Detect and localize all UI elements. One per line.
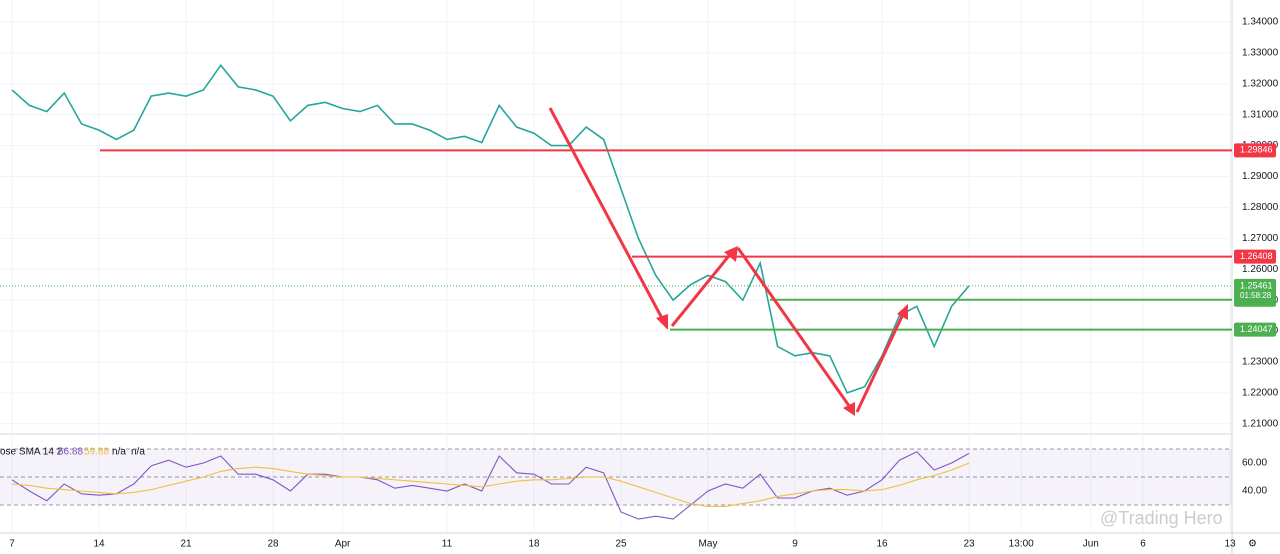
y-tick-label: 1.33000 (1242, 47, 1279, 58)
plot: 1.210001.220001.230001.240001.250001.260… (0, 17, 1279, 550)
y-tick-label: 60.00 (1242, 458, 1267, 469)
rsi-legend: ose SMA 14 2 (0, 447, 63, 458)
current-price-tag (1234, 278, 1276, 303)
x-tick-label: 6 (1140, 539, 1146, 550)
price-tag (1234, 249, 1276, 264)
y-tick-label: 1.32000 (1242, 78, 1279, 89)
current-price-label: 1.25461 (1240, 280, 1273, 290)
rsi-legend: n/a (131, 447, 145, 458)
y-tick-label: 1.29000 (1242, 171, 1279, 182)
y-tick-label: 40.00 (1242, 486, 1267, 497)
y-tick-label: 1.26000 (1242, 264, 1279, 275)
price-tag-label: 1.29846 (1240, 145, 1273, 155)
price-tag-label: 1.24047 (1240, 324, 1273, 334)
price-tag (1234, 143, 1276, 158)
x-tick-label: Jun (1083, 539, 1099, 550)
grid (0, 0, 1232, 533)
y-tick-label: 1.22000 (1242, 388, 1279, 399)
rsi-legend: n/a (112, 447, 126, 458)
rsi-legend: 66.88 (58, 447, 83, 458)
x-tick-label: 25 (615, 539, 627, 550)
x-tick-label: 7 (9, 539, 15, 550)
price-tag (1234, 322, 1276, 337)
y-tick-label: 1.28000 (1242, 202, 1279, 213)
x-tick-label: 16 (876, 539, 888, 550)
x-tick-label: 11 (442, 539, 453, 550)
countdown-label: 01:58:28 (1240, 291, 1272, 300)
arrows (548, 107, 908, 416)
x-tick-label: Apr (335, 539, 351, 550)
y-tick-label: 1.21000 (1242, 418, 1279, 429)
settings-icon[interactable]: ⚙ (1248, 539, 1257, 550)
rsi-line (11, 462, 970, 507)
y-tick-label: 1.27000 (1242, 233, 1279, 244)
watermark: @Trading Hero (1100, 508, 1223, 528)
x-tick-label: 21 (180, 539, 192, 550)
rsi-legend: 59.88 (84, 447, 109, 458)
price-tag-label: 1.26408 (1240, 251, 1273, 261)
x-tick-label: 13:00 (1009, 539, 1034, 550)
x-tick-label: 28 (267, 539, 279, 550)
y-tick-label: 1.23000 (1242, 357, 1279, 368)
x-tick-label: 13 (1224, 539, 1236, 550)
x-tick-label: 23 (963, 539, 975, 550)
y-tick-label: 1.34000 (1242, 17, 1279, 28)
price-tags: 1.298461.264081.250111.240471.2546101:58… (1234, 143, 1276, 337)
x-tick-label: 14 (93, 539, 105, 550)
x-tick-label: 9 (792, 539, 798, 550)
rsi-line (11, 451, 970, 520)
x-tick-label: May (699, 539, 718, 550)
x-tick-label: 18 (528, 539, 540, 550)
y-tick-label: 1.31000 (1242, 109, 1279, 120)
price-line (11, 63, 970, 394)
